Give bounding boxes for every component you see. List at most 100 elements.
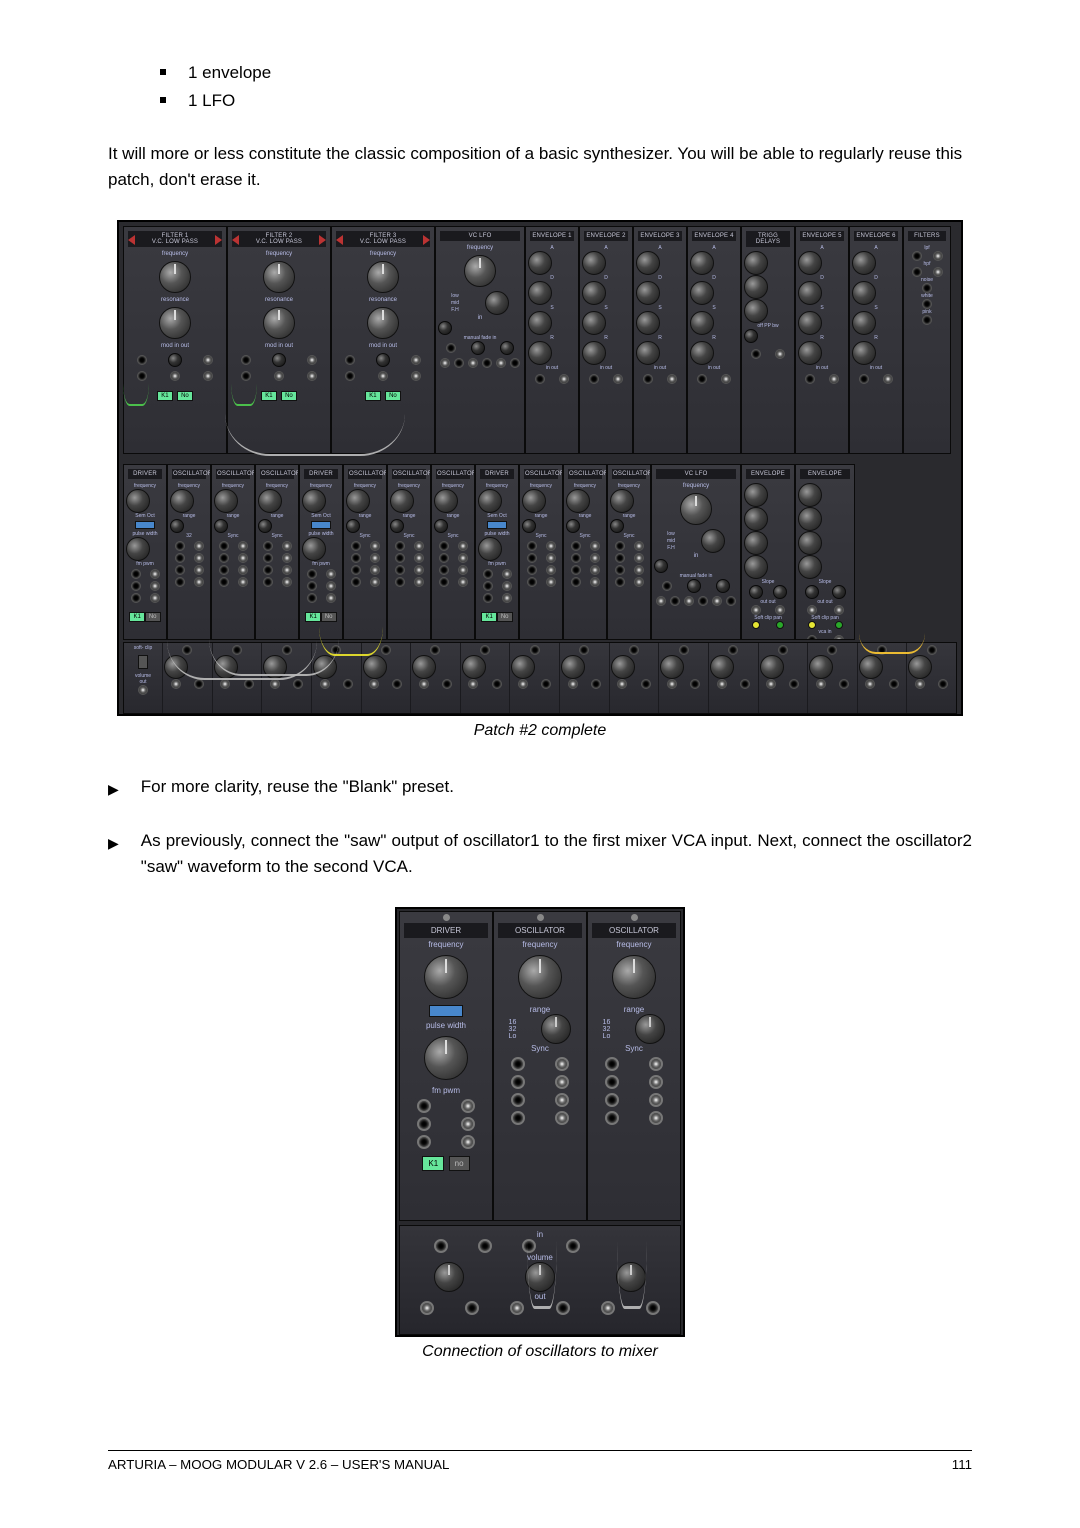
jack-socket[interactable]: [511, 1111, 525, 1125]
knob[interactable]: [346, 519, 360, 533]
jack-socket[interactable]: [263, 577, 273, 587]
jack-socket[interactable]: [912, 267, 922, 277]
jack-socket[interactable]: [461, 1099, 475, 1113]
jack-socket[interactable]: [461, 1117, 475, 1131]
jack-socket[interactable]: [502, 569, 512, 579]
knob[interactable]: [773, 585, 787, 599]
knob[interactable]: [412, 655, 436, 679]
jack-socket[interactable]: [555, 1075, 569, 1089]
jack-socket[interactable]: [194, 577, 204, 587]
knob[interactable]: [798, 507, 822, 531]
jack-socket[interactable]: [634, 553, 644, 563]
jack-socket[interactable]: [717, 679, 727, 689]
knob[interactable]: [464, 255, 496, 287]
jack-socket[interactable]: [670, 596, 680, 606]
jack-socket[interactable]: [634, 577, 644, 587]
knob[interactable]: [159, 261, 191, 293]
jack-socket[interactable]: [417, 1099, 431, 1113]
jack-socket[interactable]: [590, 541, 600, 551]
jack-socket[interactable]: [351, 565, 361, 575]
knob[interactable]: [582, 311, 606, 335]
jack-socket[interactable]: [381, 645, 391, 655]
jack-socket[interactable]: [414, 541, 424, 551]
knob[interactable]: [528, 311, 552, 335]
jack-socket[interactable]: [883, 374, 893, 384]
knob[interactable]: [471, 341, 485, 355]
jack-socket[interactable]: [194, 541, 204, 551]
jack-socket[interactable]: [420, 1301, 434, 1315]
knob[interactable]: [263, 261, 295, 293]
knob[interactable]: [214, 655, 238, 679]
jack-socket[interactable]: [241, 371, 251, 381]
jack-socket[interactable]: [414, 553, 424, 563]
jack-socket[interactable]: [590, 577, 600, 587]
jack-socket[interactable]: [511, 1093, 525, 1107]
jack-socket[interactable]: [740, 679, 750, 689]
jack-socket[interactable]: [546, 565, 556, 575]
knob[interactable]: [582, 281, 606, 305]
jack-socket[interactable]: [662, 581, 672, 591]
jack-socket[interactable]: [194, 553, 204, 563]
jack-socket[interactable]: [458, 565, 468, 575]
knob[interactable]: [367, 261, 399, 293]
jack-socket[interactable]: [131, 581, 141, 591]
knob[interactable]: [616, 1262, 646, 1292]
knob[interactable]: [302, 489, 326, 513]
knob[interactable]: [258, 489, 282, 513]
jack-socket[interactable]: [282, 541, 292, 551]
jack-socket[interactable]: [369, 679, 379, 689]
knob[interactable]: [612, 955, 656, 999]
knob[interactable]: [528, 281, 552, 305]
knob[interactable]: [744, 275, 768, 299]
jack-socket[interactable]: [527, 565, 537, 575]
knob[interactable]: [500, 341, 514, 355]
knob[interactable]: [610, 519, 624, 533]
knob[interactable]: [744, 483, 768, 507]
knob[interactable]: [798, 555, 822, 579]
jack-socket[interactable]: [150, 569, 160, 579]
jack-socket[interactable]: [137, 355, 147, 365]
jack-socket[interactable]: [220, 679, 230, 689]
jack-socket[interactable]: [480, 645, 490, 655]
jack-socket[interactable]: [326, 581, 336, 591]
jack-socket[interactable]: [478, 1239, 492, 1253]
knob[interactable]: [164, 655, 188, 679]
jack-socket[interactable]: [555, 1093, 569, 1107]
jack-socket[interactable]: [656, 596, 666, 606]
knob[interactable]: [390, 519, 404, 533]
jack-socket[interactable]: [807, 605, 817, 615]
jack-socket[interactable]: [282, 577, 292, 587]
knob[interactable]: [478, 489, 502, 513]
jack-socket[interactable]: [307, 355, 317, 365]
jack-socket[interactable]: [589, 374, 599, 384]
jack-socket[interactable]: [175, 577, 185, 587]
knob[interactable]: [528, 341, 552, 365]
jack-socket[interactable]: [238, 541, 248, 551]
knob[interactable]: [263, 655, 287, 679]
jack-socket[interactable]: [414, 565, 424, 575]
knob[interactable]: [654, 559, 668, 573]
jack-socket[interactable]: [430, 645, 440, 655]
jack-socket[interactable]: [807, 635, 817, 640]
knob[interactable]: [744, 531, 768, 555]
jack-socket[interactable]: [605, 1075, 619, 1089]
knob[interactable]: [852, 341, 876, 365]
mode-buttons[interactable]: K1No: [302, 605, 340, 623]
jack-socket[interactable]: [219, 565, 229, 575]
jack-socket[interactable]: [175, 553, 185, 563]
jack-socket[interactable]: [351, 541, 361, 551]
knob[interactable]: [438, 321, 452, 335]
jack-socket[interactable]: [679, 645, 689, 655]
knob[interactable]: [424, 955, 468, 999]
jack-socket[interactable]: [182, 645, 192, 655]
jack-socket[interactable]: [326, 593, 336, 603]
jack-socket[interactable]: [263, 541, 273, 551]
jack-socket[interactable]: [915, 679, 925, 689]
knob[interactable]: [798, 251, 822, 275]
knob[interactable]: [522, 519, 536, 533]
jack-socket[interactable]: [307, 581, 317, 591]
jack-socket[interactable]: [370, 553, 380, 563]
jack-socket[interactable]: [446, 343, 456, 353]
knob[interactable]: [660, 655, 684, 679]
jack-socket[interactable]: [546, 541, 556, 551]
